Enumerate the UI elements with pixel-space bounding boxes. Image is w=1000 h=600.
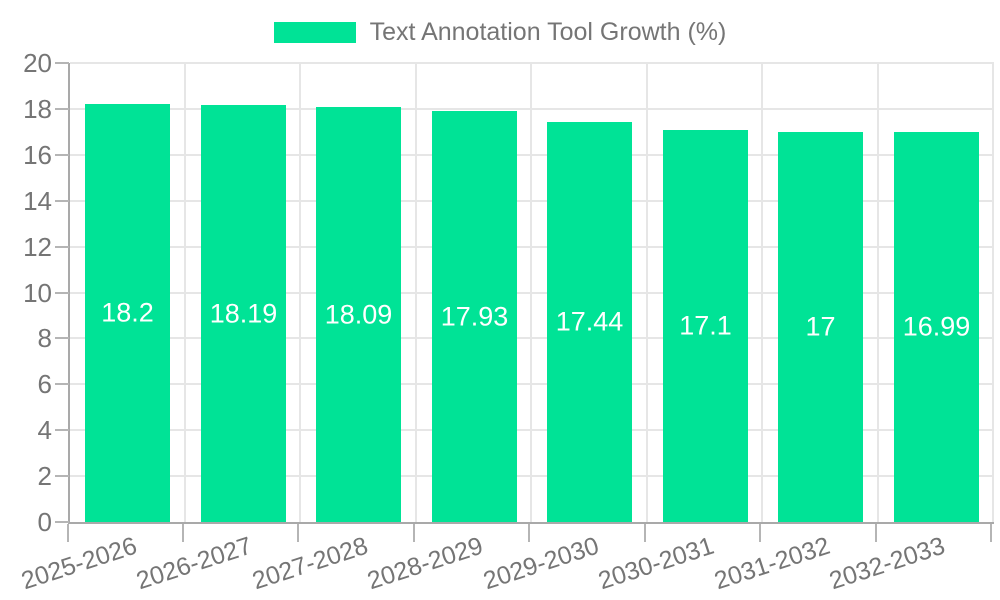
bar[interactable]: 18.09 <box>316 107 401 522</box>
x-axis-tick-mark <box>67 524 69 542</box>
x-gridline <box>645 63 648 522</box>
y-axis-tick-label: 8 <box>37 323 52 354</box>
bar[interactable]: 17 <box>778 132 863 522</box>
x-gridline <box>761 63 763 522</box>
plot-area: 18.2 18.19 18.09 17.93 17.44 17.1 17 16.99 <box>68 62 994 524</box>
y-axis-tick-label: 16 <box>23 139 52 170</box>
y-gridline <box>70 337 994 340</box>
y-gridline <box>70 62 994 64</box>
y-axis-tick-mark <box>55 475 69 478</box>
x-gridline <box>876 63 879 522</box>
x-axis-tick-mark <box>643 524 646 542</box>
bar-value-label: 17.1 <box>679 310 732 341</box>
legend-label: Text Annotation Tool Growth (%) <box>369 17 727 46</box>
y-axis-tick-label: 4 <box>37 415 52 446</box>
y-axis-tick-mark <box>55 62 69 64</box>
x-axis-tick-mark <box>990 524 992 542</box>
y-axis-tick-label: 2 <box>37 461 52 492</box>
y-gridline <box>70 291 994 294</box>
bar-value-label: 18.2 <box>101 297 154 328</box>
bar-value-label: 17.44 <box>555 306 624 337</box>
bar[interactable]: 17.1 <box>663 130 748 522</box>
y-axis-tick-label: 10 <box>23 277 52 308</box>
x-axis-tick-mark <box>759 524 761 542</box>
y-axis-tick-label: 18 <box>23 93 52 124</box>
y-axis-tick-mark <box>55 291 69 294</box>
y-gridline <box>70 153 994 156</box>
y-gridline <box>70 383 994 386</box>
x-axis-tick-mark <box>181 524 184 542</box>
x-gridline <box>992 63 994 522</box>
x-gridline <box>530 63 532 522</box>
legend-swatch-icon <box>273 21 356 43</box>
y-gridline <box>70 107 994 110</box>
x-axis-tick-mark <box>528 524 530 542</box>
x-axis-tick-mark <box>297 524 299 542</box>
bar-value-label: 18.19 <box>209 298 278 328</box>
y-axis-tick-mark <box>55 383 69 386</box>
y-gridline <box>70 429 994 432</box>
y-axis-tick-mark <box>55 153 69 156</box>
bar-value-label: 16.99 <box>902 311 971 342</box>
y-axis-tick-mark <box>55 199 69 202</box>
bar-value-label: 17 <box>805 311 836 342</box>
x-gridline <box>299 63 301 522</box>
bar[interactable]: 16.99 <box>894 132 979 522</box>
y-axis-tick-mark <box>55 107 69 110</box>
y-gridline <box>70 199 994 202</box>
bar[interactable]: 18.19 <box>201 105 286 522</box>
x-axis-tick-mark <box>412 524 415 542</box>
bar[interactable]: 17.93 <box>432 111 517 522</box>
x-gridline <box>183 63 186 522</box>
y-axis-tick-mark <box>55 429 69 432</box>
y-gridline <box>70 245 994 248</box>
bar-value-label: 18.09 <box>324 299 393 329</box>
y-axis-tick-mark <box>55 245 69 248</box>
bar[interactable]: 17.44 <box>547 122 632 522</box>
y-axis-tick-mark <box>55 337 69 340</box>
x-gridline <box>414 63 417 522</box>
chart-legend[interactable]: Text Annotation Tool Growth (%) <box>0 14 1000 50</box>
x-axis-tick-mark <box>874 524 877 542</box>
y-axis-tick-label: 6 <box>37 369 52 400</box>
y-axis-tick-label: 12 <box>23 231 52 262</box>
y-gridline <box>70 475 994 478</box>
y-axis-tick-label: 20 <box>23 48 52 78</box>
y-axis-tick-label: 0 <box>37 507 52 537</box>
y-axis-tick-label: 14 <box>23 185 52 216</box>
bar[interactable]: 18.2 <box>85 104 170 522</box>
bar-value-label: 17.93 <box>440 301 509 331</box>
y-axis-tick-mark <box>55 521 69 523</box>
